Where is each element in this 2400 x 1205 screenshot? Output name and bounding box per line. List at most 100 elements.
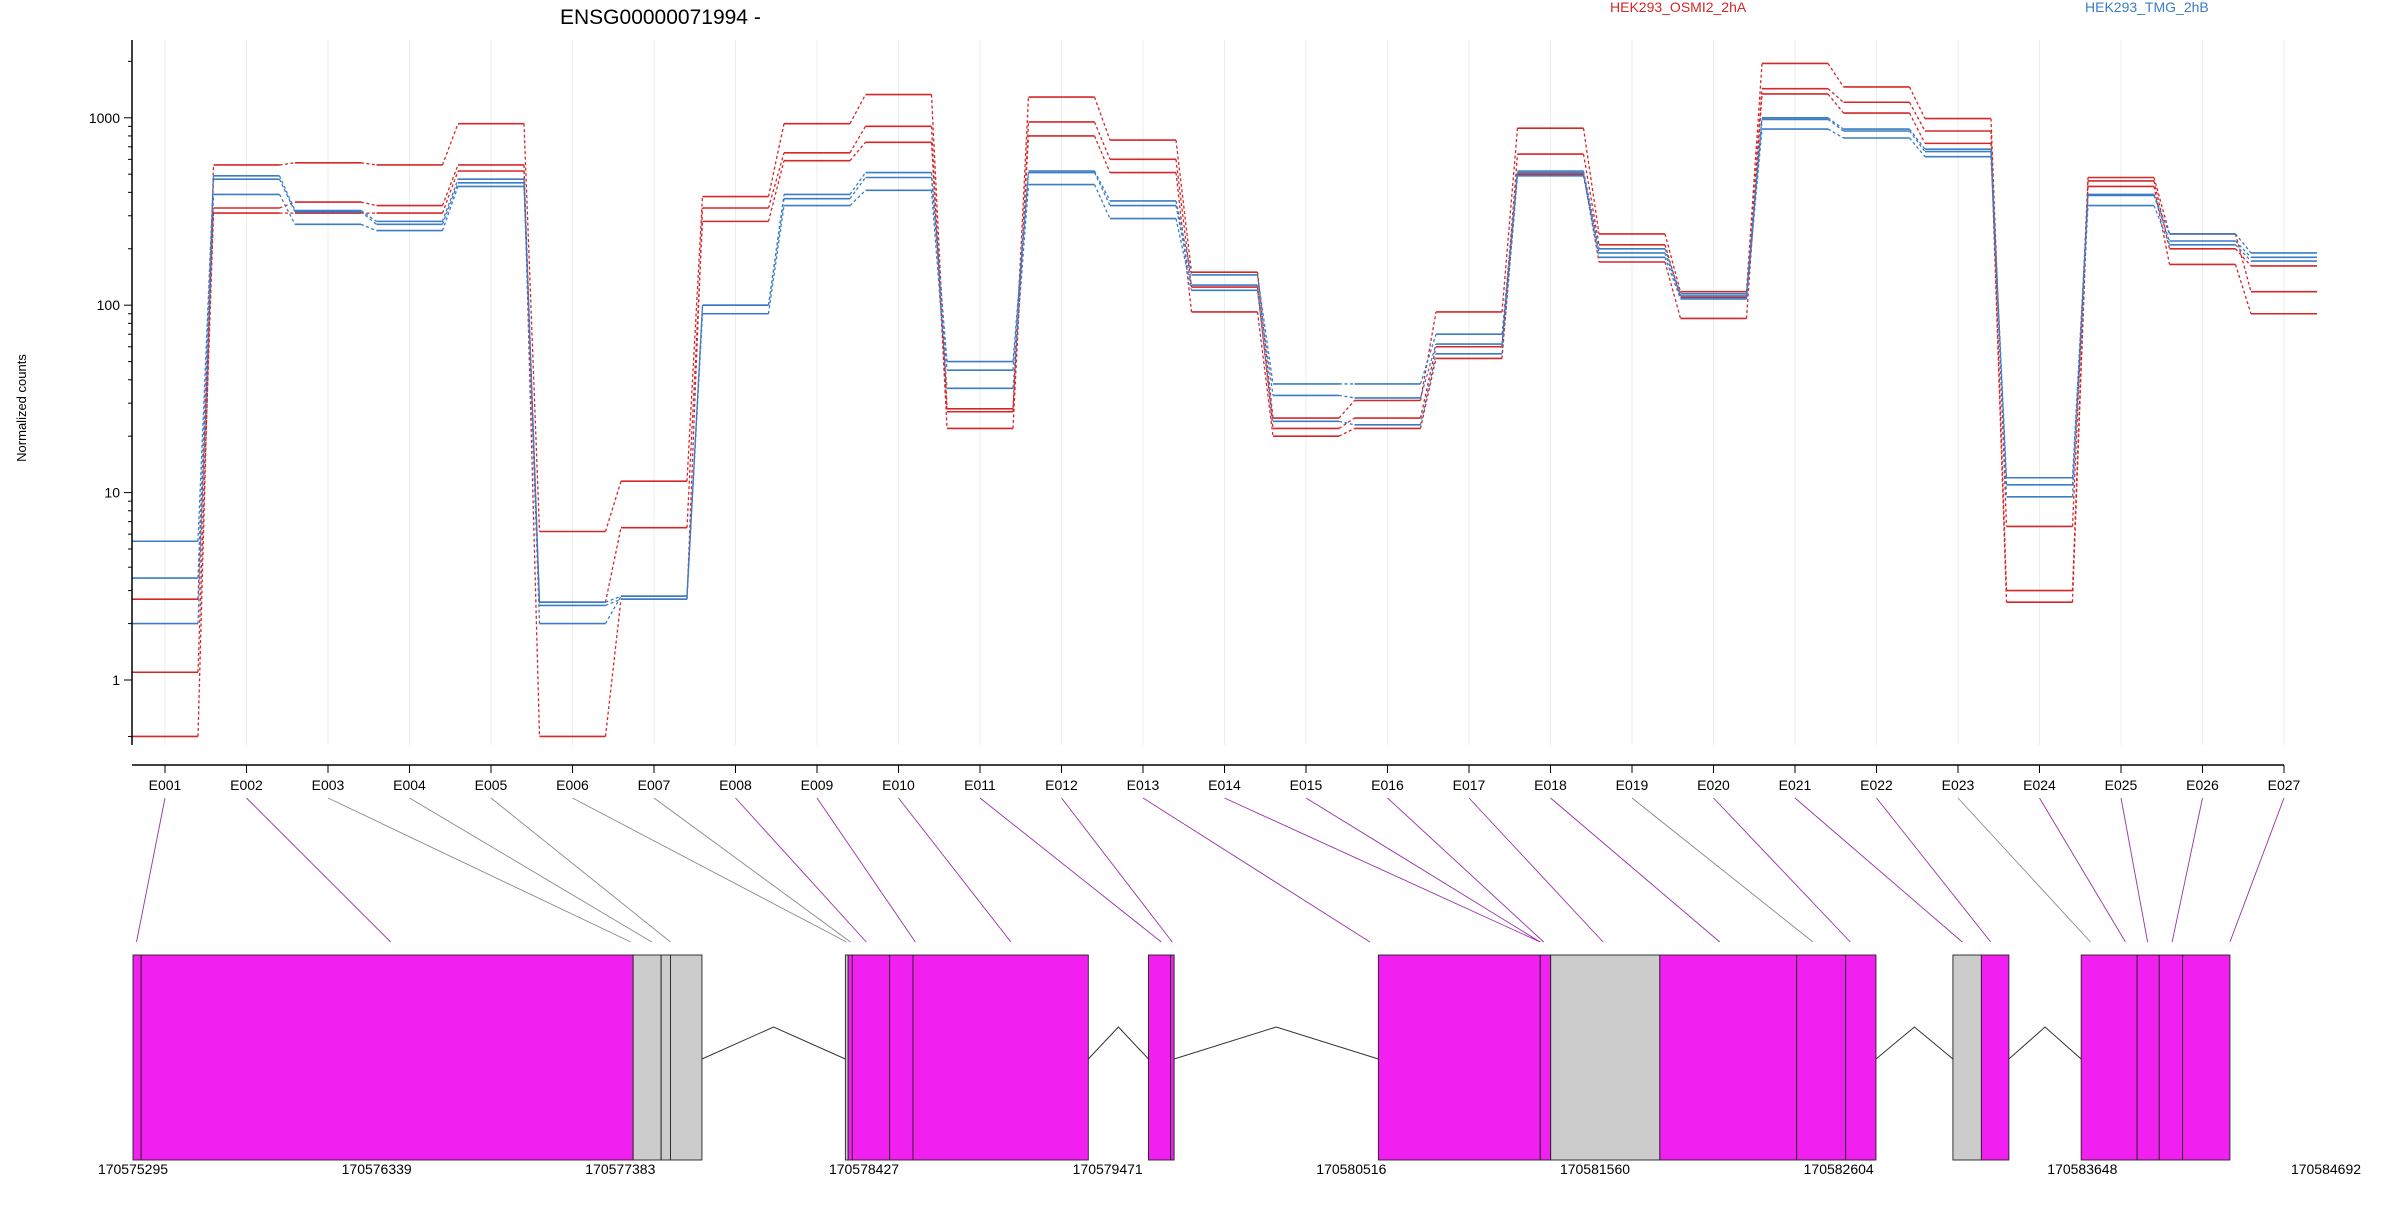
series-connector [767, 205, 785, 314]
series-connector [686, 207, 704, 600]
x-tick-label: E003 [312, 777, 345, 793]
exon-block [2136, 954, 2160, 1161]
series-connector [605, 595, 622, 603]
x-tick-label: E019 [1616, 777, 1649, 793]
exon-block [632, 954, 662, 1161]
exon-block [847, 954, 853, 1161]
series-connector [1827, 117, 1844, 130]
intron [1875, 1026, 1954, 1060]
x-tick-label: E011 [964, 777, 996, 793]
series-connector [849, 172, 867, 195]
intron [1173, 1026, 1379, 1060]
series-group [132, 62, 2317, 738]
x-tick-label: E006 [556, 777, 589, 793]
exon-connector [2229, 797, 2285, 943]
genomic-position-label: 170575295 [98, 1161, 168, 1177]
series-connector [441, 164, 459, 206]
exon-connector [735, 797, 867, 943]
series-connector [1338, 394, 1355, 399]
exon-connector [572, 797, 847, 943]
series-connector [278, 194, 296, 225]
series-connector [1093, 121, 1111, 160]
series-connector [1338, 400, 1355, 419]
series-connector [2153, 177, 2171, 235]
series-connector [849, 126, 867, 154]
series-connector [849, 94, 867, 124]
genomic-position-label: 170581560 [1560, 1161, 1630, 1177]
x-tick-label: E024 [2023, 777, 2056, 793]
series-connector [1990, 156, 2008, 497]
series-connector [1093, 135, 1111, 173]
series-connector [1093, 172, 1111, 206]
series-connector [2071, 205, 2089, 497]
series-connector [1093, 184, 1111, 219]
series-connector [1664, 248, 1682, 295]
series-connector [604, 527, 622, 603]
legend-entry-osmi: HEK293_OSMI2_2hA [1610, 0, 1747, 15]
series-connector [1256, 285, 1274, 396]
x-tick-label: E015 [1290, 777, 1323, 793]
genomic-position-label: 170582604 [1804, 1161, 1874, 1177]
exon-connector [1550, 797, 1721, 943]
x-tick-label: E005 [475, 777, 508, 793]
series-connector [2235, 240, 2252, 258]
series-connector [360, 211, 377, 225]
series-connector [360, 209, 377, 222]
series-connector [1501, 172, 1519, 345]
series-connector [849, 189, 866, 207]
series-connector [1501, 175, 1519, 354]
series-connector [1664, 257, 1682, 300]
series-connector [1908, 86, 1926, 119]
exon-block [660, 954, 671, 1161]
exon-connector [1468, 797, 1604, 943]
exon-connector [1957, 797, 2091, 943]
genomic-position-label: 170580516 [1316, 1161, 1386, 1177]
exon-connector [1794, 797, 1963, 943]
exon-connector [1061, 797, 1173, 943]
exon-block [1170, 954, 1175, 1161]
exon-connector [816, 797, 916, 943]
exon-block [2182, 954, 2231, 1161]
legend-entry-tmg: HEK293_TMG_2hB [2085, 0, 2209, 15]
exon-block [1539, 954, 1552, 1161]
series-connector [1419, 343, 1437, 399]
series-connector [1175, 200, 1193, 276]
x-tick-label: E022 [1860, 777, 1893, 793]
series-connector [604, 599, 622, 737]
series-connector [686, 196, 704, 482]
exon-connector [1713, 797, 1851, 943]
exon-connector [1142, 797, 1371, 943]
intron [2008, 1026, 2082, 1060]
x-tick-label: E009 [801, 777, 834, 793]
series-connector [1827, 63, 1845, 88]
exon-block [851, 954, 891, 1161]
axes: 1 10 100 1000 E001 E002 E003 E004 E005 E006 E007 E0… [89, 40, 2301, 793]
genomic-position-label: 170577383 [585, 1161, 655, 1177]
series-connector [2235, 244, 2252, 262]
x-tick-label: E025 [2105, 777, 2138, 793]
x-tick-label: E026 [2186, 777, 2219, 793]
x-tick-label: E023 [1942, 777, 1975, 793]
series-connector [1175, 159, 1193, 288]
series-connector [1175, 140, 1193, 273]
genomic-position-label: 170584692 [2291, 1161, 2361, 1177]
series-connector [441, 178, 459, 222]
series-connector [1256, 272, 1274, 419]
series-5 [132, 128, 2317, 625]
series-connector [1419, 346, 1437, 419]
exon-connector [2039, 797, 2126, 943]
exon-connector [2171, 797, 2203, 943]
exon-connector [246, 797, 391, 943]
series-connector [1256, 286, 1274, 429]
series-connector [1501, 154, 1519, 347]
series-connector [1419, 311, 1437, 401]
x-tick-label: E016 [1371, 777, 1404, 793]
x-tick-label: E008 [719, 777, 752, 793]
series-connector [1827, 93, 1845, 114]
x-tick-label: E021 [1779, 777, 1812, 793]
series-connector [1012, 184, 1030, 389]
x-tick-label: E012 [1045, 777, 1078, 793]
series-connector [197, 164, 215, 737]
genomic-position-label: 170579471 [1073, 1161, 1143, 1177]
